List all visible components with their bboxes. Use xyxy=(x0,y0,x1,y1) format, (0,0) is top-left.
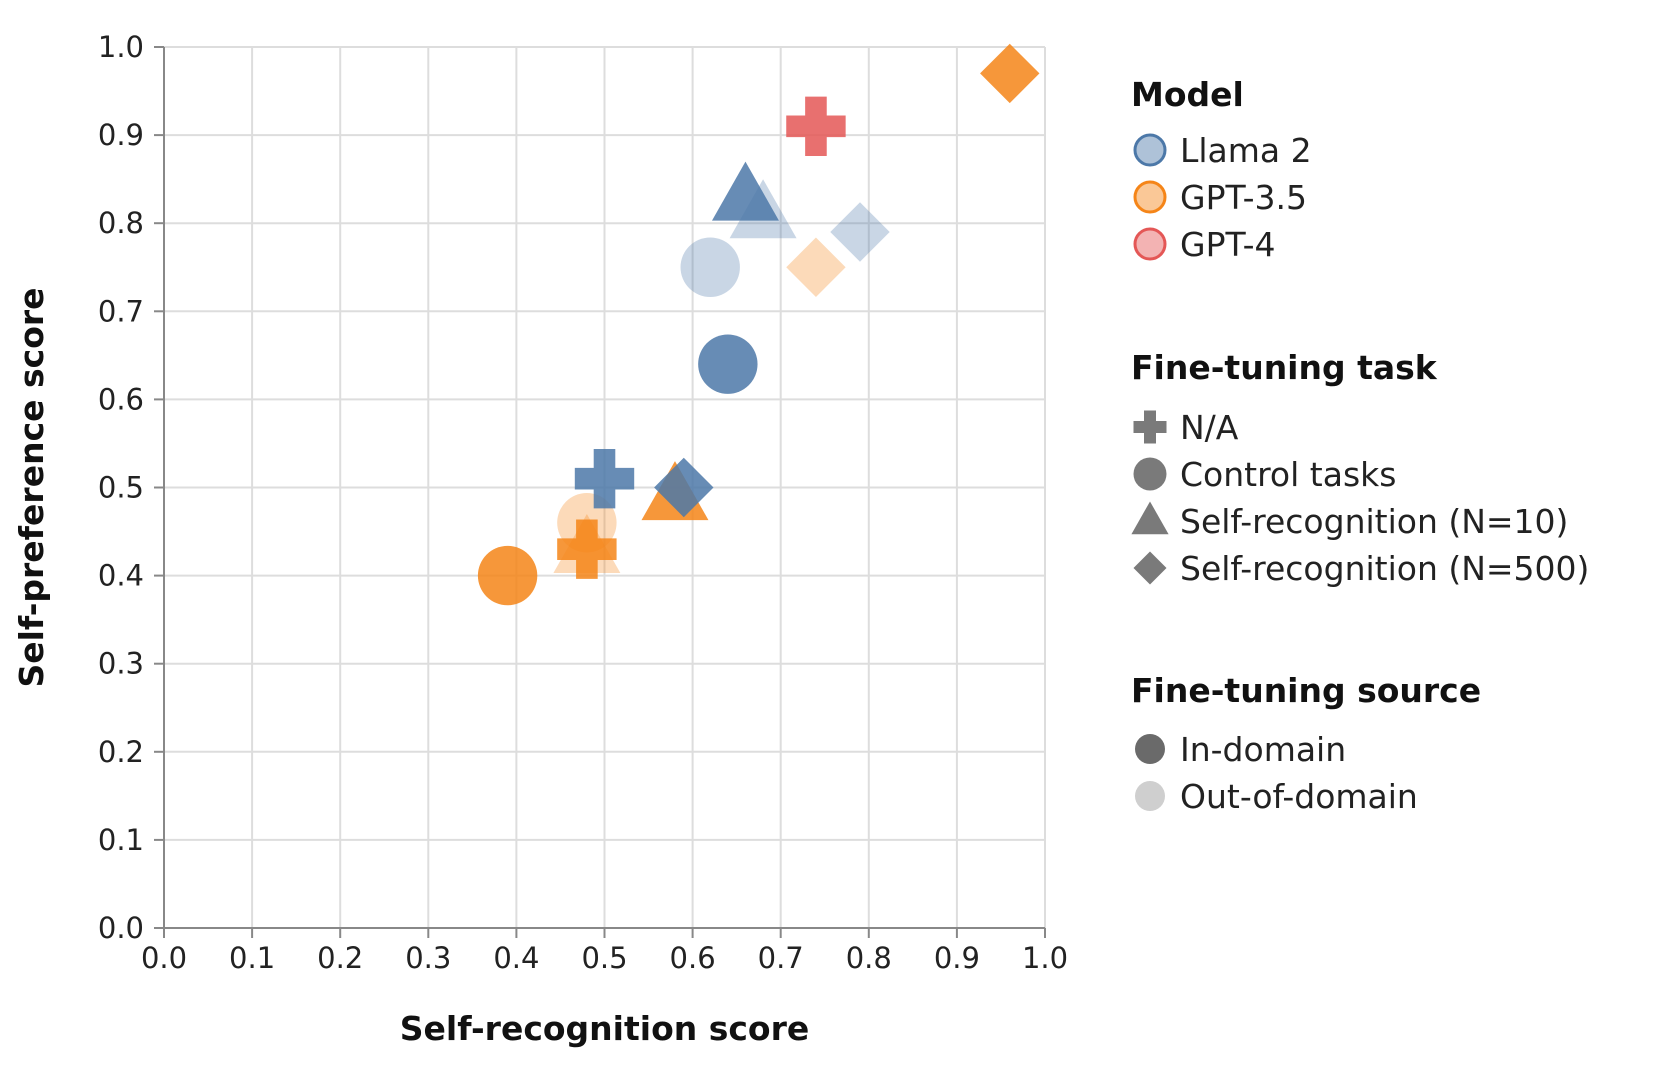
legend-label: GPT-3.5 xyxy=(1180,178,1307,217)
x-tick-label: 0.0 xyxy=(141,941,187,975)
point-gpt-3-5-diamond xyxy=(980,43,1040,104)
legend-label: In-domain xyxy=(1180,730,1346,769)
data-points xyxy=(477,43,1040,606)
point-llama-2-cross xyxy=(574,448,635,509)
point-gpt-3-5-diamond xyxy=(786,237,846,297)
x-tick-label: 0.5 xyxy=(581,941,627,975)
legend-label: Self-recognition (N=10) xyxy=(1180,502,1568,541)
x-tick-label: 0.2 xyxy=(317,941,363,975)
legend-model-title: Model xyxy=(1131,75,1244,114)
point-llama-2-circle xyxy=(680,237,740,297)
x-tick-label: 0.7 xyxy=(758,941,804,975)
legend-model: Model Llama 2 GPT-3.5 GPT-4 xyxy=(1131,75,1312,264)
legend-task-title: Fine-tuning task xyxy=(1131,348,1438,387)
y-tick-label: 0.1 xyxy=(98,823,144,857)
axes: 0.0 0.1 0.2 0.3 0.4 0.5 0.6 0.7 0.8 0.9 1.0 0.0 0.1 0… xyxy=(98,30,1068,975)
legend-diamond-icon xyxy=(1133,551,1167,585)
y-axis-title: Self-preference score xyxy=(12,287,51,687)
legend-fine-tuning-source: Fine-tuning source In-domain Out-of-domai… xyxy=(1131,671,1481,816)
legend-fine-tuning-task: Fine-tuning task N/A Control tasks Self-re… xyxy=(1131,348,1589,588)
legend-source-title: Fine-tuning source xyxy=(1131,671,1481,710)
legend-triangle-icon xyxy=(1131,501,1169,535)
y-tick-label: 0.5 xyxy=(98,471,144,505)
legend-swatch-in-domain xyxy=(1135,734,1165,764)
x-tick-label: 0.1 xyxy=(229,941,275,975)
legend-swatch-llama-2 xyxy=(1133,133,1167,167)
legend-swatch-gpt-3-5 xyxy=(1133,180,1167,214)
y-tick-label: 0.9 xyxy=(98,118,144,152)
y-tick-label: 1.0 xyxy=(98,30,144,64)
x-tick-label: 0.9 xyxy=(934,941,980,975)
point-llama-2-diamond xyxy=(830,202,890,262)
x-tick-label: 1.0 xyxy=(1022,941,1068,975)
y-tick-label: 0.2 xyxy=(98,735,144,769)
legend-label: N/A xyxy=(1180,408,1239,447)
legend-label: Control tasks xyxy=(1180,455,1396,494)
legend-circle-icon xyxy=(1133,457,1167,491)
point-llama-2-triangle xyxy=(711,161,779,221)
x-axis-title: Self-recognition score xyxy=(400,1009,810,1048)
y-tick-label: 0.3 xyxy=(98,647,144,681)
y-tick-label: 0.0 xyxy=(98,911,144,945)
legend-swatch-out-of-domain xyxy=(1135,781,1165,811)
point-llama-2-diamond xyxy=(654,457,714,518)
point-gpt-3-5-circle xyxy=(477,545,538,606)
x-tick-label: 0.8 xyxy=(846,941,892,975)
y-tick-label: 0.7 xyxy=(98,294,144,328)
legend-label: Llama 2 xyxy=(1180,131,1312,170)
legend-label: Self-recognition (N=500) xyxy=(1180,549,1589,588)
legend-label: Out-of-domain xyxy=(1180,777,1418,816)
legend-label: GPT-4 xyxy=(1180,225,1276,264)
legend-swatch-gpt-4 xyxy=(1133,227,1167,261)
x-tick-label: 0.4 xyxy=(493,941,539,975)
x-tick-label: 0.6 xyxy=(670,941,716,975)
point-llama-2-circle xyxy=(698,334,758,394)
y-tick-label: 0.8 xyxy=(98,206,144,240)
legend: Model Llama 2 GPT-3.5 GPT-4 Fine-tuning ta… xyxy=(1131,75,1589,816)
y-tick-label: 0.6 xyxy=(98,382,144,416)
x-tick-label: 0.3 xyxy=(405,941,451,975)
legend-cross-icon xyxy=(1133,410,1167,444)
point-gpt-4-cross xyxy=(786,96,846,156)
y-tick-label: 0.4 xyxy=(98,559,144,593)
point-gpt-3-5-cross xyxy=(557,519,617,579)
